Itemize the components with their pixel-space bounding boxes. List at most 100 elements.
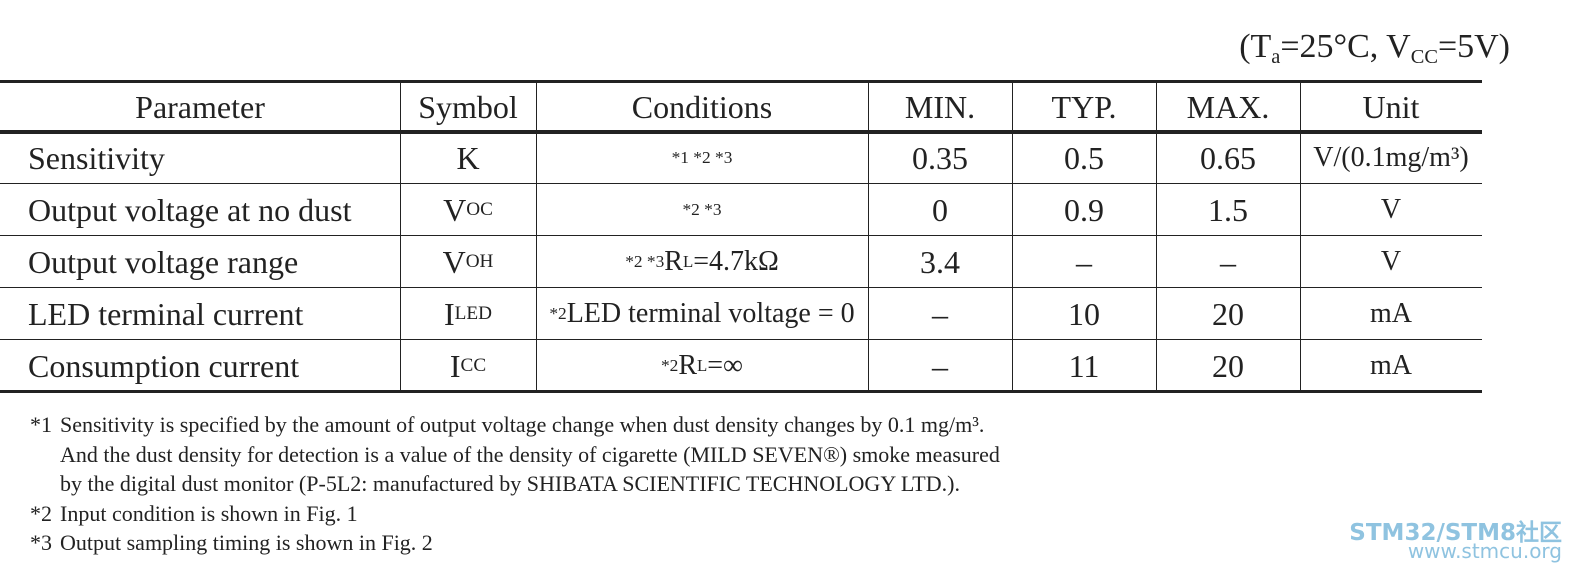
table-cell: *1 *2 *3 (536, 132, 868, 184)
text: MIN. (904, 88, 976, 125)
column-header: MIN. (868, 82, 1012, 132)
text: Output voltage range (28, 243, 299, 280)
text: V (1380, 194, 1402, 225)
text: 11 (1068, 347, 1100, 384)
table-cell: I LED (400, 288, 536, 340)
footnote-text: And the dust density for detection is a … (60, 441, 1000, 467)
rule (0, 130, 1482, 134)
column-rule (536, 82, 537, 392)
text: 3.4 (920, 243, 960, 280)
table-cell: I CC (400, 340, 536, 392)
text: 20 (1212, 295, 1244, 332)
note-ref: *2 (549, 304, 567, 323)
text: =25°C, V (1280, 28, 1411, 65)
text: LED terminal current (28, 295, 304, 332)
column-rule (868, 82, 869, 392)
table-cell: – (1156, 236, 1300, 288)
text: Consumption current (28, 347, 300, 384)
footnote-mark: *1 (30, 412, 52, 437)
table-cell: Consumption current (0, 340, 400, 392)
column-header: Unit (1300, 82, 1482, 132)
text: Output voltage at no dust (28, 191, 352, 228)
table-cell: Output voltage range (0, 236, 400, 288)
table-cell: 0 (868, 184, 1012, 236)
subscript: a (1271, 46, 1281, 69)
text: – (1076, 243, 1092, 280)
text: 0.65 (1200, 139, 1256, 176)
rule (0, 339, 1482, 340)
column-header: Conditions (536, 82, 868, 132)
column-rule (1012, 82, 1013, 392)
column-header: MAX. (1156, 82, 1300, 132)
text: MAX. (1186, 88, 1270, 125)
table-cell: Sensitivity (0, 132, 400, 184)
footnote-mark: *3 (30, 530, 52, 555)
text: Unit (1362, 88, 1420, 125)
table-cell: 10 (1012, 288, 1156, 340)
text: mA (1370, 350, 1412, 381)
table-cell: 1.5 (1156, 184, 1300, 236)
table-cell: – (868, 340, 1012, 392)
subscript: LED (454, 303, 492, 324)
subscript: CC (1410, 46, 1438, 69)
column-header: Symbol (400, 82, 536, 132)
table-cell: V OH (400, 236, 536, 288)
subscript: OH (465, 251, 494, 272)
text: V (1380, 246, 1402, 277)
table-cell: – (1012, 236, 1156, 288)
table-cell: 0.65 (1156, 132, 1300, 184)
text: – (1220, 243, 1236, 280)
text: R (678, 350, 697, 381)
text: Sensitivity (28, 139, 165, 176)
subscript: CC (460, 355, 487, 376)
watermark-url: www.stmcu.org (1407, 539, 1562, 563)
column-rule (400, 82, 401, 392)
column-rule (1300, 82, 1301, 392)
text: Conditions (631, 88, 773, 125)
rule (0, 390, 1482, 393)
text: =5V) (1437, 28, 1510, 65)
text: 0.5 (1064, 139, 1104, 176)
text: =4.7kΩ (693, 246, 779, 277)
text: 0.9 (1064, 191, 1104, 228)
subscript: L (682, 252, 694, 271)
note-ref: *2 *3 (625, 252, 665, 271)
text: (T (1239, 28, 1272, 65)
column-header: TYP. (1012, 82, 1156, 132)
footnote-text: Sensitivity is specified by the amount o… (60, 412, 985, 437)
note-ref: *2 *3 (682, 200, 722, 219)
table-cell: mA (1300, 288, 1482, 340)
footnote-text: by the digital dust monitor (P-5L2: manu… (60, 471, 960, 496)
text: 0.35 (912, 139, 968, 176)
table-cell: Output voltage at no dust (0, 184, 400, 236)
watermark-brand: STM32/STM8社区 (1349, 520, 1562, 546)
table-cell: 11 (1012, 340, 1156, 392)
text: TYP. (1051, 88, 1117, 125)
text: 20 (1212, 347, 1244, 384)
rule (0, 80, 1482, 83)
subscript: L (697, 356, 708, 375)
rule (0, 235, 1482, 236)
test-conditions: (Ta=25°C, VCC=5V) (1239, 28, 1510, 69)
text: 0 (932, 191, 948, 228)
table-cell: 0.5 (1012, 132, 1156, 184)
text: 1.5 (1208, 191, 1248, 228)
table-cell: K (400, 132, 536, 184)
note-ref: *2 (660, 356, 679, 375)
table-cell: – (868, 288, 1012, 340)
table-cell: 0.9 (1012, 184, 1156, 236)
table-cell: *2 LED terminal voltage = 0 (536, 288, 868, 340)
rule (0, 183, 1482, 184)
text: 10 (1068, 295, 1100, 332)
text: =∞ (707, 350, 744, 381)
table-cell: V (1300, 236, 1482, 288)
table-cell: 0.35 (868, 132, 1012, 184)
table-cell: V (1300, 184, 1482, 236)
text: I (449, 347, 461, 384)
text: V (442, 243, 466, 280)
text: R (664, 246, 683, 277)
table-cell: V/(0.1mg/m³) (1300, 132, 1482, 184)
footnote-text: Input condition is shown in Fig. 1 (60, 500, 358, 526)
